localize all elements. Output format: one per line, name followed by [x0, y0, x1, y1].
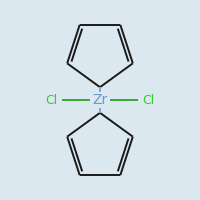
Text: Cl: Cl [46, 94, 58, 106]
Text: Cl: Cl [142, 94, 154, 106]
Text: Zr: Zr [92, 93, 108, 107]
